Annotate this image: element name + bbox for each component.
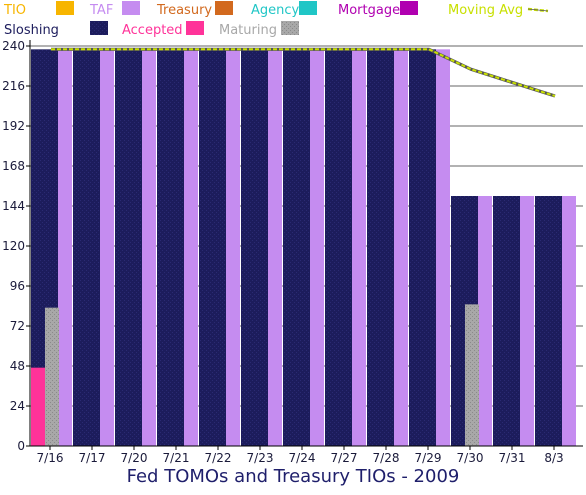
legend-swatch-maturing [281,21,299,35]
legend-label-agency: Agency [251,3,300,18]
x-tick-label-7-30: 7/30 [457,451,484,465]
legend-label-tio: TIO [3,3,26,18]
x-tick-label-7-28: 7/28 [373,451,400,465]
x-tick-label-7-16: 7/16 [37,451,64,465]
bar-sloshing-7-23 [241,49,268,446]
bar-taf-7-24 [310,49,324,446]
legend-swatch-taf [122,1,140,15]
y-tick-label-0: 0 [17,439,25,453]
legend-label-moving-avg: Moving Avg [448,3,523,18]
x-tick-label-8-3: 8/3 [544,451,563,465]
bar-maturing-7-16 [45,307,59,446]
legend-label-treasury: Treasury [156,3,212,18]
x-tick-labels: 7/16 7/17 7/20 7/21 7/22 7/23 7/24 7/27 7/28 7/29… [37,446,564,465]
bar-taf-7-21 [184,49,198,446]
x-tick-label-7-21: 7/21 [163,451,190,465]
bar-taf-7-29 [436,49,450,446]
legend-swatch-treasury [215,1,233,15]
bar-taf-7-17 [100,49,114,446]
legend-swatch-agency [299,1,317,15]
bars [31,49,576,446]
legend-label-maturing: Maturing [219,23,277,38]
bar-taf-7-20 [142,49,156,446]
x-tick-label-7-20: 7/20 [121,451,148,465]
bar-sloshing-7-28 [367,49,394,446]
x-tick-label-7-24: 7/24 [289,451,316,465]
x-tick-label-7-31: 7/31 [499,451,526,465]
bar-taf-7-31 [520,196,534,446]
moving-average-layer [51,47,556,98]
bar-taf-7-22 [226,49,240,446]
y-tick-label-24: 24 [10,399,25,413]
x-tick-label-7-29: 7/29 [415,451,442,465]
legend: TIO TAF Treasury Agency Mortgage Moving Avg Sl… [3,1,549,38]
bar-taf-7-30 [478,196,492,446]
legend-label-accepted: Accepted [122,23,183,38]
y-tick-label-240: 240 [2,39,25,53]
legend-label-sloshing: Sloshing [4,23,59,38]
axes [29,40,583,447]
y-tick-label-120: 120 [2,239,25,253]
y-tick-label-144: 144 [2,199,25,213]
legend-swatch-sloshing [90,21,108,35]
bar-taf-8-3 [562,196,576,446]
bar-sloshing-7-21 [157,49,184,446]
bar-taf-7-16 [58,49,72,446]
bar-sloshing-7-27 [325,49,352,446]
y-tick-label-168: 168 [2,159,25,173]
bar-sloshing-7-20 [115,49,142,446]
moving-avg-line [51,48,556,97]
bar-sloshing-7-31 [493,196,520,446]
y-tick-labels: 0 24 48 72 96 120 144 168 192 216 240 [2,39,30,453]
bar-taf-7-28 [394,49,408,446]
bar-sloshing-7-22 [199,49,226,446]
bar-maturing-7-30 [465,304,479,446]
chart-title: Fed TOMOs and Treasury TIOs - 2009 [127,466,460,487]
legend-label-taf: TAF [89,3,113,18]
legend-swatch-outline-moving-avg [527,8,549,12]
y-tick-label-192: 192 [2,119,25,133]
bar-accepted-7-16 [31,367,45,446]
legend-swatch-tio [56,1,74,15]
y-tick-label-96: 96 [10,279,25,293]
bar-sloshing-7-17 [73,49,100,446]
legend-swatch-mortgage [400,1,418,15]
legend-label-mortgage: Mortgage [338,3,400,18]
x-tick-label-7-27: 7/27 [331,451,358,465]
bar-sloshing-7-29 [409,49,436,446]
legend-swatch-accepted [186,21,204,35]
x-tick-label-7-17: 7/17 [79,451,106,465]
bar-taf-7-23 [268,49,282,446]
bar-sloshing-8-3 [535,196,562,446]
y-tick-label-72: 72 [10,319,25,333]
y-tick-label-216: 216 [2,79,25,93]
x-tick-label-7-22: 7/22 [205,451,232,465]
x-tick-label-7-23: 7/23 [247,451,274,465]
bar-sloshing-7-24 [283,49,310,446]
bar-taf-7-27 [352,49,366,446]
y-tick-label-48: 48 [10,359,25,373]
